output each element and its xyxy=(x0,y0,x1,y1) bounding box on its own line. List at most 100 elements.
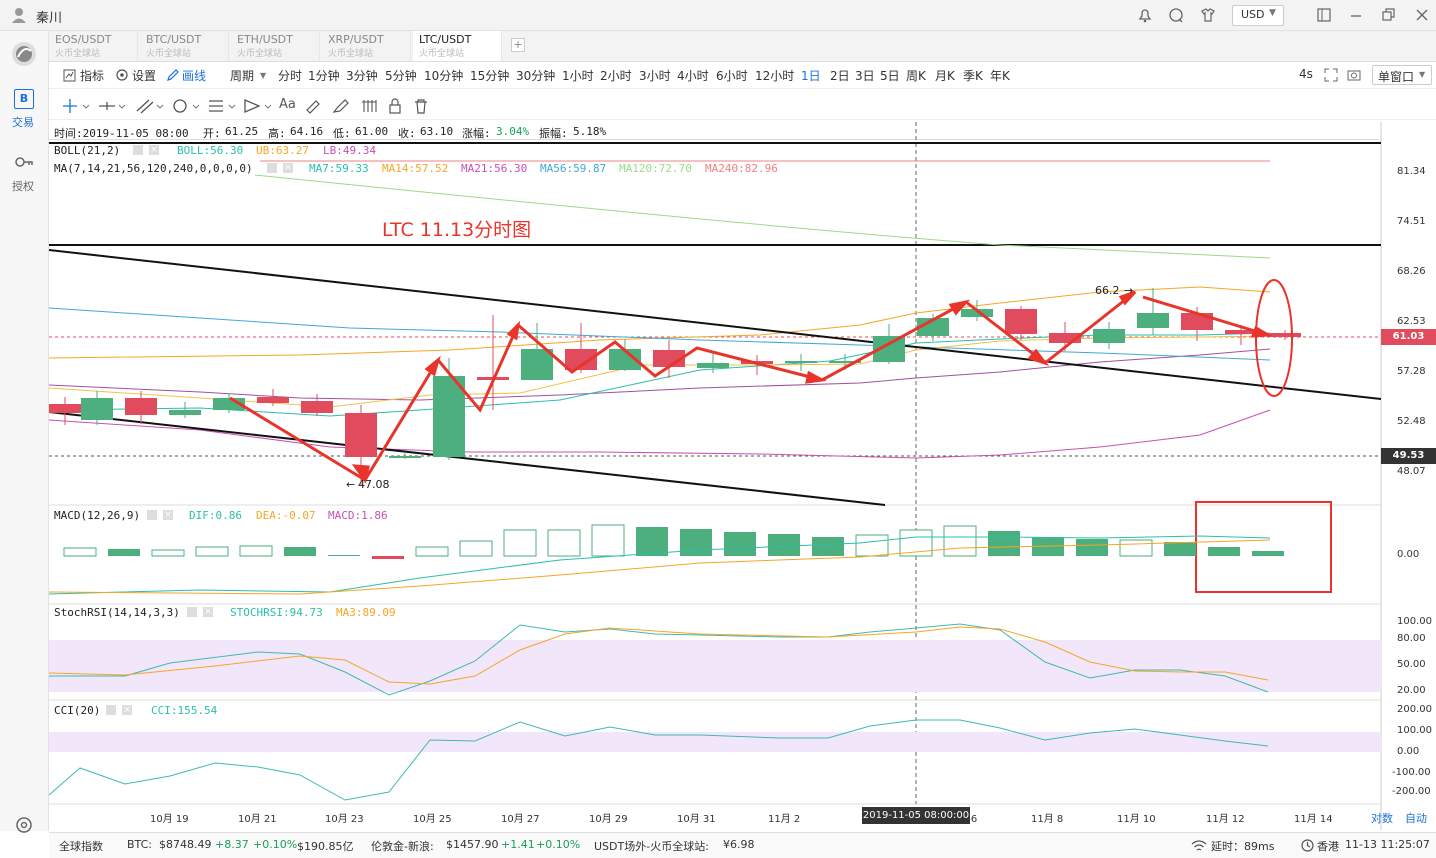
shape-tool-icon[interactable] xyxy=(171,98,207,114)
settings-button[interactable]: 设置 xyxy=(132,69,157,83)
interval-6小时[interactable]: 6小时 xyxy=(716,69,748,83)
interval-10分钟[interactable]: 10分钟 xyxy=(424,69,464,83)
gear-icon xyxy=(116,69,128,81)
interval-1分钟[interactable]: 1分钟 xyxy=(308,69,340,83)
date-tick: 10月 23 xyxy=(325,814,364,825)
crosshair-tool-icon[interactable] xyxy=(61,98,101,114)
avatar-icon[interactable] xyxy=(10,6,28,24)
magnet-tool-icon[interactable] xyxy=(360,98,378,114)
interval-15分钟[interactable]: 15分钟 xyxy=(470,69,510,83)
tab-pair: XRP/USDT xyxy=(328,33,384,46)
close-icon[interactable]: × xyxy=(122,705,132,715)
tab-xrp[interactable]: XRP/USDT 火币全球站 xyxy=(322,31,411,61)
date-tick: 10月 27 xyxy=(501,814,540,825)
candle-body xyxy=(1005,309,1037,334)
candle-body xyxy=(609,349,641,370)
interval-2小时[interactable]: 2小时 xyxy=(600,69,632,83)
tab-ltc[interactable]: LTC/USDT 火币全球站 xyxy=(413,31,502,61)
text-tool-icon[interactable]: Aa xyxy=(279,97,296,112)
interval-1日[interactable]: 1日 xyxy=(801,69,821,83)
refresh-rate[interactable]: 4s xyxy=(1299,67,1313,81)
tab-sub: 火币全球站 xyxy=(328,49,374,59)
gear-icon[interactable] xyxy=(147,510,157,520)
indicator-button[interactable]: 指标 xyxy=(80,69,105,83)
candle-body xyxy=(741,361,773,364)
interval-季K[interactable]: 季K xyxy=(963,69,983,83)
interval-年K[interactable]: 年K xyxy=(990,69,1010,83)
close-icon[interactable]: × xyxy=(163,510,173,520)
pattern-tool-icon[interactable] xyxy=(243,98,279,114)
shirt-icon[interactable] xyxy=(1200,7,1216,23)
interval-3小时[interactable]: 3小时 xyxy=(639,69,671,83)
interval-30分钟[interactable]: 30分钟 xyxy=(516,69,556,83)
lock-tool-icon[interactable] xyxy=(387,98,403,114)
ma56-value: MA56:59.87 xyxy=(540,162,607,175)
macd-bar xyxy=(812,537,844,556)
screenshot-icon[interactable] xyxy=(1347,68,1361,82)
interval-4小时[interactable]: 4小时 xyxy=(677,69,709,83)
interval-5日[interactable]: 5日 xyxy=(880,69,900,83)
price-tick: 74.51 xyxy=(1397,216,1426,227)
tab-btc[interactable]: BTC/USDT 火币全球站 xyxy=(140,31,229,61)
macd-bar xyxy=(547,529,581,557)
auto-scale-button[interactable]: 自动 xyxy=(1405,812,1427,825)
date-tick: 11月 2 xyxy=(768,814,801,825)
sidebar-item-auth[interactable]: 授权 xyxy=(4,151,44,195)
brush-tool-icon[interactable] xyxy=(332,98,350,114)
currency-select[interactable]: USD ▼ xyxy=(1232,5,1284,26)
window-mode-select[interactable]: 单窗口 ▼ xyxy=(1372,65,1432,85)
gear-icon[interactable] xyxy=(133,145,143,155)
close-icon[interactable]: × xyxy=(203,607,213,617)
close-icon[interactable]: × xyxy=(283,163,293,173)
hline-tool-icon[interactable] xyxy=(97,98,133,114)
region-label: 香港 xyxy=(1317,840,1339,853)
ruler-tool-icon[interactable] xyxy=(305,98,321,114)
log-scale-button[interactable]: 对数 xyxy=(1371,812,1393,825)
close-icon[interactable]: × xyxy=(149,145,159,155)
status-bar: 全球指数 BTC: $8748.49 +8.37 +0.10% $190.85亿… xyxy=(49,832,1436,858)
trash-tool-icon[interactable] xyxy=(413,98,429,114)
interval-分时[interactable]: 分时 xyxy=(278,69,303,83)
interval-12小时[interactable]: 12小时 xyxy=(755,69,795,83)
chevron-down-icon[interactable]: ▼ xyxy=(260,71,267,80)
interval-3日[interactable]: 3日 xyxy=(855,69,875,83)
interval-月K[interactable]: 月K xyxy=(935,69,955,83)
usdt-label: USDT场外-火币全球站: xyxy=(594,840,709,853)
gear-icon[interactable] xyxy=(187,607,197,617)
close-icon[interactable] xyxy=(1414,7,1430,23)
date-tick: 10月 19 xyxy=(150,814,189,825)
tab-pair: BTC/USDT xyxy=(146,33,202,46)
tab-pair: EOS/USDT xyxy=(55,33,112,46)
restore-icon[interactable] xyxy=(1380,7,1396,23)
gear-icon[interactable] xyxy=(267,163,277,173)
gear-icon[interactable] xyxy=(106,705,116,715)
macd-bar xyxy=(503,529,537,557)
settings-gear-icon[interactable] xyxy=(14,815,34,835)
clock-time: 11-13 11:25:07 xyxy=(1345,838,1430,851)
interval-5分钟[interactable]: 5分钟 xyxy=(385,69,417,83)
gold-change: +1.41 xyxy=(501,838,535,851)
add-tab-icon[interactable]: + xyxy=(511,38,525,52)
bell-icon[interactable] xyxy=(1137,7,1153,23)
candle-body xyxy=(433,376,465,457)
trendline-tool-icon[interactable] xyxy=(135,98,171,114)
macd-bar xyxy=(1032,537,1064,556)
interval-2日[interactable]: 2日 xyxy=(830,69,850,83)
fullscreen-icon[interactable] xyxy=(1324,68,1338,82)
tab-eos[interactable]: EOS/USDT 火币全球站 xyxy=(49,31,138,61)
tab-eth[interactable]: ETH/USDT 火币全球站 xyxy=(231,31,320,61)
sidebar-item-trade[interactable]: B 交易 xyxy=(4,87,44,131)
low-value: 61.00 xyxy=(355,125,389,138)
global-index-link[interactable]: 全球指数 xyxy=(59,840,103,853)
minimize-icon[interactable] xyxy=(1348,7,1364,23)
candle-body xyxy=(345,413,377,457)
candle-body xyxy=(785,361,817,363)
draw-button[interactable]: 画线 xyxy=(182,69,207,83)
interval-周K[interactable]: 周K xyxy=(906,69,926,83)
interval-3分钟[interactable]: 3分钟 xyxy=(346,69,378,83)
fib-tool-icon[interactable] xyxy=(207,98,243,114)
chat-icon[interactable] xyxy=(1168,7,1184,23)
popout-icon[interactable] xyxy=(1316,7,1332,23)
ma14-value: MA14:57.52 xyxy=(382,162,449,175)
interval-1小时[interactable]: 1小时 xyxy=(562,69,594,83)
